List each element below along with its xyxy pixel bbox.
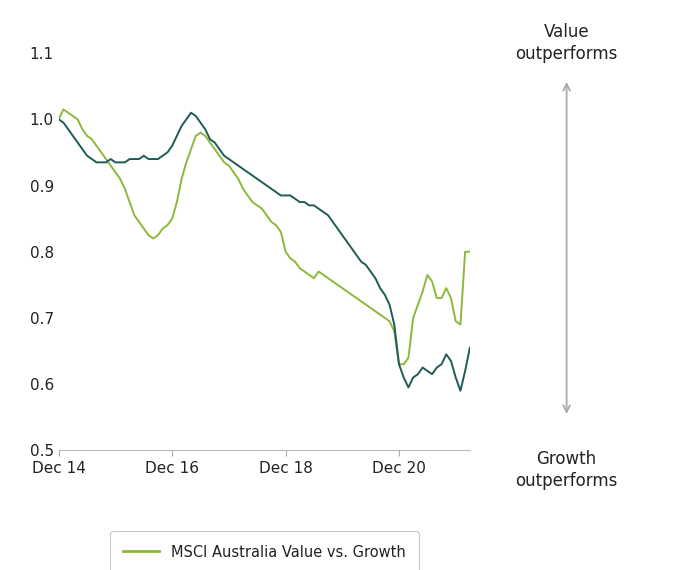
Text: Value
outperforms: Value outperforms [515,23,618,63]
Text: Growth
outperforms: Growth outperforms [515,450,618,491]
Legend: MSCI Australia Value vs. Growth, MSCI World Value vs. Growth: MSCI Australia Value vs. Growth, MSCI Wo… [110,531,419,570]
